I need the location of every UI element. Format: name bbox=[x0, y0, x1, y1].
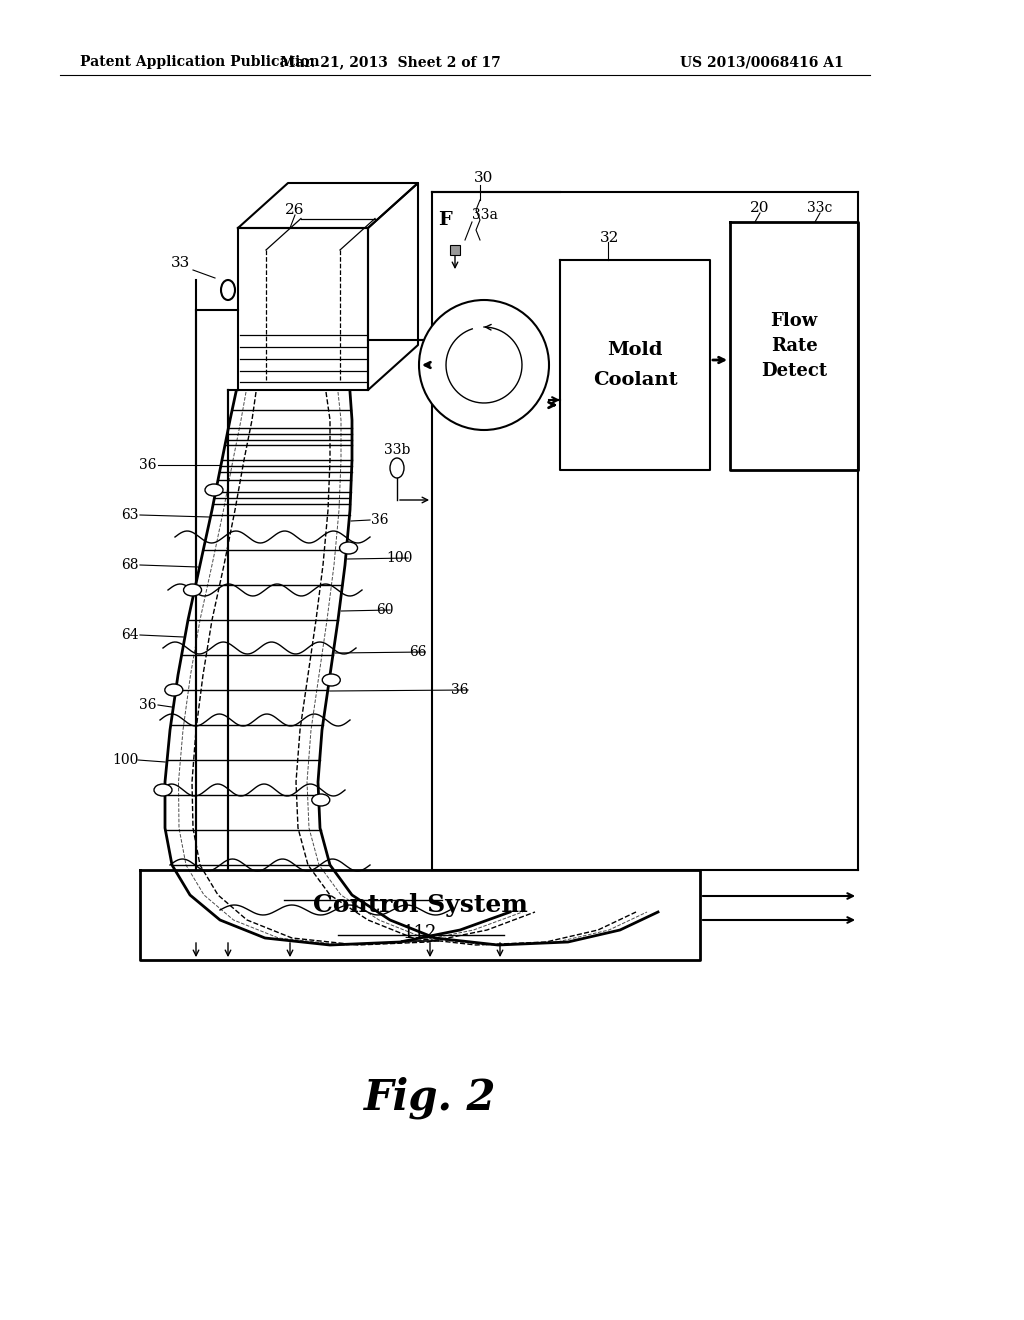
Ellipse shape bbox=[205, 484, 223, 496]
Ellipse shape bbox=[154, 784, 172, 796]
Ellipse shape bbox=[165, 684, 183, 696]
Text: 100: 100 bbox=[112, 752, 138, 767]
Text: Control System: Control System bbox=[312, 894, 527, 917]
Ellipse shape bbox=[323, 675, 340, 686]
Text: 36: 36 bbox=[372, 513, 389, 527]
Text: 36: 36 bbox=[452, 682, 469, 697]
Ellipse shape bbox=[340, 543, 357, 554]
Text: 63: 63 bbox=[121, 508, 138, 521]
Text: Mold: Mold bbox=[607, 341, 663, 359]
Text: 68: 68 bbox=[121, 558, 138, 572]
Text: 100: 100 bbox=[387, 550, 414, 565]
Text: 30: 30 bbox=[474, 172, 494, 185]
Text: Coolant: Coolant bbox=[593, 371, 677, 389]
Text: 33c: 33c bbox=[807, 201, 833, 215]
Text: 66: 66 bbox=[410, 645, 427, 659]
Text: 36: 36 bbox=[139, 458, 157, 473]
Text: Mar. 21, 2013  Sheet 2 of 17: Mar. 21, 2013 Sheet 2 of 17 bbox=[280, 55, 501, 69]
Text: Rate: Rate bbox=[771, 337, 817, 355]
Ellipse shape bbox=[183, 583, 202, 597]
Text: F: F bbox=[438, 211, 452, 228]
Text: 33: 33 bbox=[170, 256, 189, 271]
Text: 32: 32 bbox=[600, 231, 620, 246]
Text: 36: 36 bbox=[139, 698, 157, 711]
Text: US 2013/0068416 A1: US 2013/0068416 A1 bbox=[680, 55, 844, 69]
Text: Detect: Detect bbox=[761, 362, 827, 380]
Text: 33a: 33a bbox=[472, 209, 498, 222]
Text: Patent Application Publication: Patent Application Publication bbox=[80, 55, 319, 69]
Text: Fig. 2: Fig. 2 bbox=[364, 1077, 497, 1119]
Text: 112: 112 bbox=[402, 924, 437, 942]
Circle shape bbox=[419, 300, 549, 430]
Ellipse shape bbox=[311, 795, 330, 807]
Text: Flow: Flow bbox=[770, 312, 817, 330]
Text: 26: 26 bbox=[286, 203, 305, 216]
Text: 20: 20 bbox=[751, 201, 770, 215]
Text: 33b: 33b bbox=[384, 444, 411, 457]
Bar bbox=[450, 246, 460, 255]
Text: 64: 64 bbox=[121, 628, 139, 642]
Text: 60: 60 bbox=[376, 603, 394, 616]
